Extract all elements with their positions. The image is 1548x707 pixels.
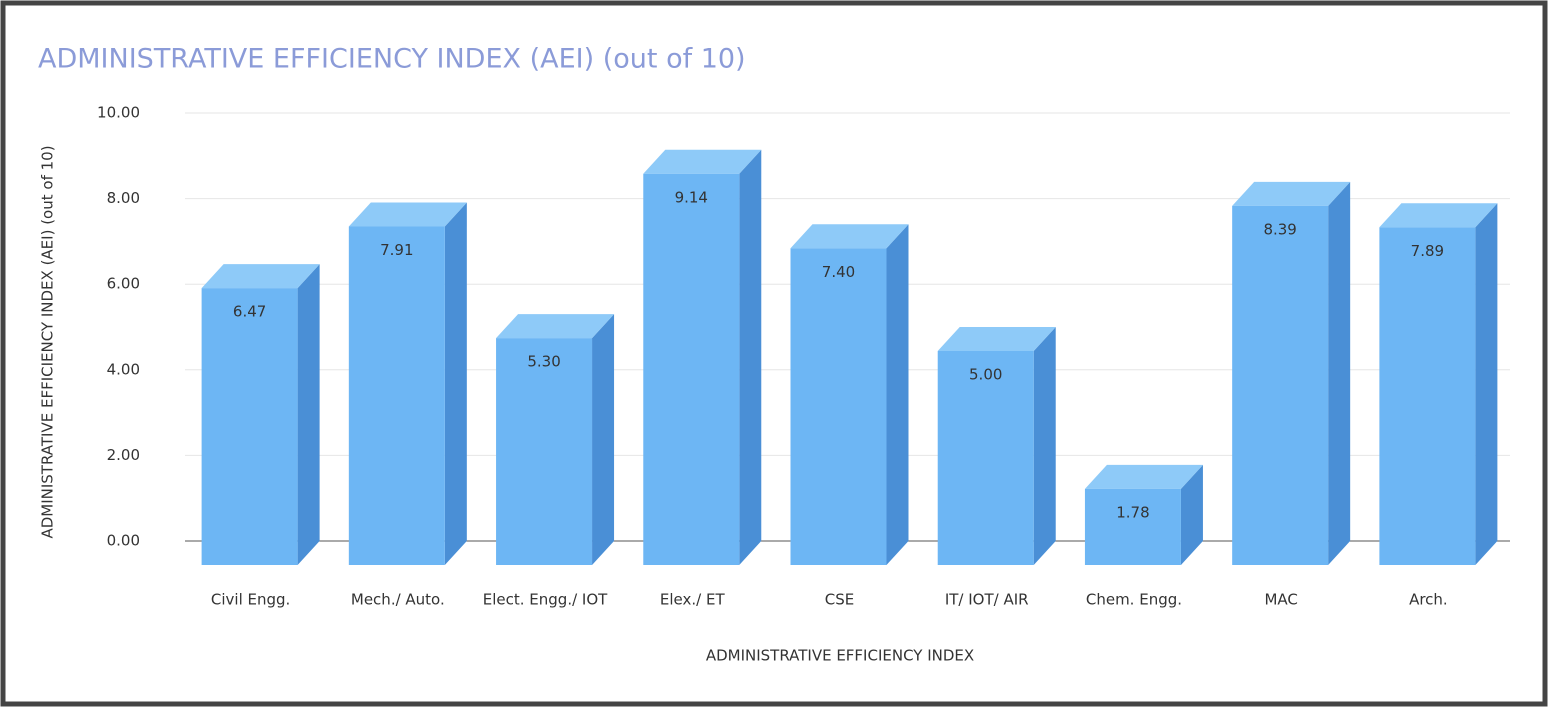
y-tick-label: 6.00 bbox=[107, 275, 140, 293]
x-tick-label: CSE bbox=[825, 591, 854, 609]
bar-front bbox=[496, 338, 593, 565]
data-label: 8.39 bbox=[1263, 220, 1296, 238]
bar-side bbox=[739, 149, 762, 566]
data-label: 6.47 bbox=[233, 303, 266, 321]
bar bbox=[496, 314, 615, 565]
bar-top bbox=[348, 202, 467, 227]
bar bbox=[1379, 203, 1498, 566]
bar-side bbox=[886, 224, 909, 565]
data-label: 1.78 bbox=[1116, 503, 1149, 521]
x-tick-label: Arch. bbox=[1409, 591, 1448, 609]
bar-front bbox=[937, 351, 1034, 565]
bar-front bbox=[201, 288, 298, 565]
bar-top bbox=[201, 264, 320, 289]
bar bbox=[348, 202, 467, 565]
bar-front bbox=[1379, 227, 1476, 566]
bar-top bbox=[937, 327, 1056, 351]
data-label: 7.91 bbox=[380, 241, 413, 259]
data-label: 5.30 bbox=[527, 353, 560, 371]
bar-side bbox=[297, 264, 320, 565]
bar-front bbox=[348, 226, 445, 565]
bar-front bbox=[643, 173, 740, 566]
bar-side bbox=[1328, 181, 1351, 565]
data-label: 5.00 bbox=[969, 366, 1002, 384]
bar-front bbox=[1232, 205, 1329, 565]
bar-side bbox=[444, 202, 467, 565]
x-tick-label: Chem. Engg. bbox=[1086, 591, 1182, 609]
bar-side bbox=[1033, 327, 1056, 565]
x-tick-label: MAC bbox=[1264, 591, 1297, 609]
bar-side bbox=[1475, 203, 1498, 566]
x-tick-label: Mech./ Auto. bbox=[351, 591, 445, 609]
bar-front bbox=[790, 248, 887, 565]
y-tick-label: 10.00 bbox=[97, 104, 140, 122]
x-tick-label: IT/ IOT/ AIR bbox=[945, 591, 1029, 609]
bar-top bbox=[1232, 181, 1351, 206]
data-label: 7.89 bbox=[1411, 242, 1444, 260]
bar-front bbox=[1084, 488, 1181, 565]
data-label: 7.40 bbox=[822, 263, 855, 281]
y-tick-label: 4.00 bbox=[107, 360, 140, 378]
y-axis-title: ADMINISTRATIVE EFFICIENCY INDEX (AEI) (o… bbox=[39, 145, 57, 538]
bar-top bbox=[790, 224, 909, 249]
x-tick-label: Civil Engg. bbox=[211, 591, 290, 609]
data-label: 9.14 bbox=[675, 188, 708, 206]
bar bbox=[1084, 464, 1203, 565]
x-tick-label: Elex./ ET bbox=[660, 591, 726, 609]
bar bbox=[1232, 181, 1351, 565]
y-tick-label: 8.00 bbox=[107, 189, 140, 207]
bar-top bbox=[643, 149, 762, 174]
bar bbox=[201, 264, 320, 565]
chart-title: ADMINISTRATIVE EFFICIENCY INDEX (AEI) (o… bbox=[38, 44, 746, 75]
y-tick-label: 0.00 bbox=[107, 532, 140, 550]
x-tick-label: Elect. Engg./ IOT bbox=[483, 591, 608, 609]
bar-side bbox=[1180, 464, 1203, 565]
bar-top bbox=[1379, 203, 1498, 228]
bar bbox=[790, 224, 909, 565]
bar bbox=[643, 149, 762, 566]
bar-top bbox=[1084, 464, 1203, 489]
y-tick-label: 2.00 bbox=[107, 446, 140, 464]
bar-top bbox=[496, 314, 615, 339]
bar-side bbox=[592, 314, 615, 565]
bar bbox=[937, 327, 1056, 565]
x-axis-title: ADMINISTRATIVE EFFICIENCY INDEX bbox=[706, 647, 974, 665]
